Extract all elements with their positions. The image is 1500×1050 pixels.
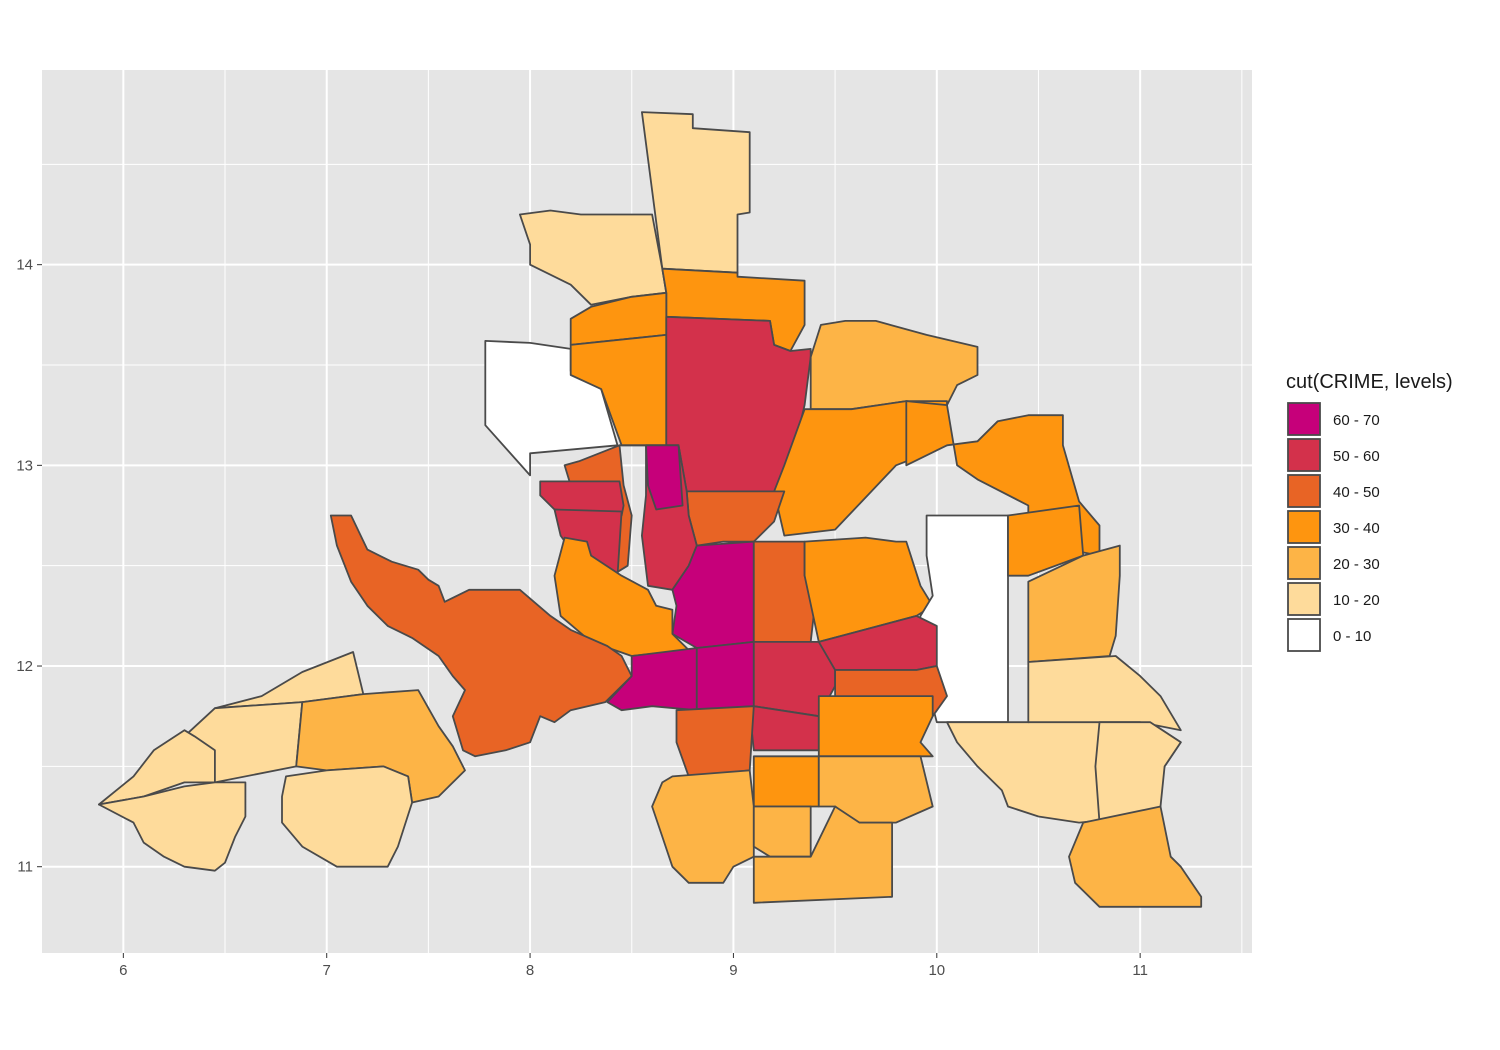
y-tick-label: 12 [16,658,33,675]
legend-key [1287,546,1321,580]
map-region [817,695,934,758]
legend-key [1287,510,1321,544]
map-region [752,755,820,808]
map-region [1027,655,1182,732]
legend-label: 60 - 70 [1333,412,1380,429]
x-tick-label: 9 [729,962,737,979]
legend-key [1287,618,1321,652]
x-axis: 6 7 8 9 10 11 [119,953,1148,979]
map-region [329,514,633,758]
x-tick-label: 11 [1132,962,1148,979]
map-region [281,765,414,868]
map-region [651,769,755,884]
legend-label: 0 - 10 [1333,628,1371,645]
map-region [695,641,755,712]
map-region [675,705,755,778]
y-tick-label: 13 [16,457,33,474]
x-tick-label: 10 [928,962,945,979]
x-tick-label: 6 [119,962,127,979]
y-tick-label: 11 [17,859,33,876]
legend-label: 50 - 60 [1333,448,1380,465]
map-region [553,536,690,657]
legend-title: cut(CRIME, levels) [1286,371,1453,393]
y-tick-label: 14 [16,257,33,274]
legend-label: 20 - 30 [1333,556,1380,573]
map-region [752,805,812,858]
legend-key [1287,438,1321,472]
legend-key [1287,582,1321,616]
map-region [1007,504,1085,577]
x-tick-label: 8 [526,962,534,979]
legend-label: 10 - 20 [1333,592,1380,609]
legend-label: 40 - 50 [1333,484,1380,501]
map-region [645,444,684,511]
map-region [98,729,216,806]
y-axis: 11 12 13 14 [16,257,42,876]
legend-key [1287,474,1321,508]
map-region [752,805,893,904]
legend-label: 30 - 40 [1333,520,1380,537]
map-region [98,781,247,872]
x-tick-label: 7 [323,962,331,979]
map-region [1068,805,1203,908]
legend-key [1287,402,1321,436]
map-regions [98,111,1203,908]
legend: cut(CRIME, levels) 60 - 70 50 - 60 40 - 50… [1286,371,1453,652]
map-region [803,536,934,643]
map-region [484,339,619,477]
